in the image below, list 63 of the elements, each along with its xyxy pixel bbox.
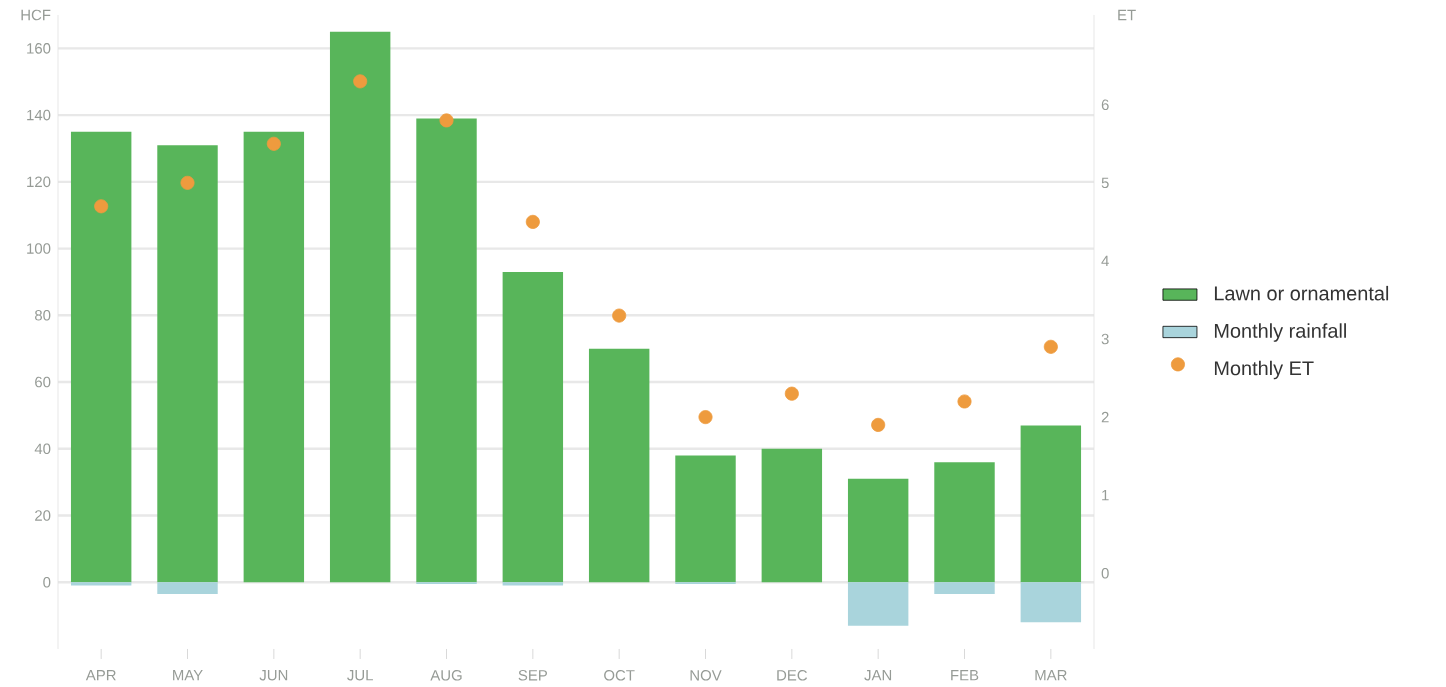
x-tick-label: JAN (864, 669, 892, 681)
y2-axis-title: ET (1118, 9, 1136, 20)
bar (243, 131, 305, 583)
x-tick-label: MAY (173, 669, 203, 681)
legend-label: Monthly rainfall (1214, 323, 1346, 342)
bar (588, 348, 650, 583)
x-tick-label: OCT (604, 669, 635, 681)
point (266, 136, 281, 151)
y-tick-label: 140 (27, 109, 51, 121)
bar (1020, 582, 1082, 623)
y2-tick-label: 4 (1101, 255, 1109, 266)
legend-label: Lawn or ornamental (1214, 285, 1389, 301)
y2-tick-label: 1 (1102, 489, 1109, 501)
point (612, 308, 627, 323)
x-tick-label: MAR (1035, 669, 1067, 681)
bar (157, 145, 218, 583)
bar (934, 462, 995, 583)
y-tick-label: 120 (27, 176, 51, 188)
y-tick-label: 0 (43, 576, 51, 588)
bar (70, 131, 132, 583)
point (871, 417, 886, 432)
x-tick-label: JUN (259, 669, 288, 681)
bar (934, 582, 995, 594)
y-tick-label: 80 (35, 309, 51, 321)
bar (502, 582, 564, 586)
bar (847, 478, 909, 583)
bar (1020, 425, 1082, 583)
bar (761, 448, 823, 583)
bar (847, 582, 909, 626)
y-axis-title: HCF (21, 9, 51, 21)
y-tick-label: 60 (35, 376, 51, 388)
x-tick-label: SEP (518, 669, 548, 681)
point (957, 394, 972, 409)
y2-tick-label: 5 (1101, 177, 1109, 188)
point (698, 409, 713, 424)
bar (157, 582, 218, 594)
y2-tick-label: 2 (1101, 411, 1109, 423)
bar (70, 582, 132, 586)
x-tick-label: AUG (430, 669, 462, 681)
bar (675, 455, 736, 583)
point (1043, 339, 1058, 354)
point (784, 386, 799, 401)
point (525, 214, 540, 229)
x-tick-label: JUL (347, 669, 373, 681)
y-tick-label: 100 (27, 243, 51, 254)
x-tick-label: NOV (690, 669, 722, 681)
x-tick-label: APR (85, 669, 116, 681)
y-tick-label: 40 (34, 443, 51, 454)
point (353, 74, 368, 89)
point (180, 175, 195, 190)
point (94, 199, 109, 214)
legend-label: Monthly ET (1214, 360, 1314, 380)
bar (416, 118, 477, 583)
y-tick-label: 20 (35, 510, 51, 521)
bar (502, 271, 564, 583)
y2-tick-label: 3 (1101, 333, 1109, 345)
x-tick-label: FEB (951, 669, 979, 681)
bar (329, 31, 391, 583)
y-tick-label: 160 (27, 42, 51, 54)
point (439, 113, 454, 128)
y2-tick-label: 6 (1101, 99, 1109, 110)
x-tick-label: DEC (777, 669, 808, 681)
y2-tick-label: 0 (1101, 567, 1109, 579)
